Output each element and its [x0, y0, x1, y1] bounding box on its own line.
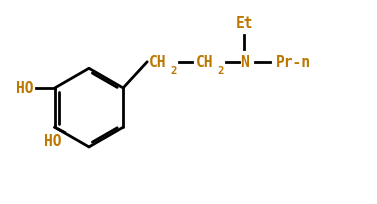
Text: CH: CH: [196, 55, 213, 70]
Text: CH: CH: [149, 55, 167, 70]
Text: 2: 2: [171, 66, 177, 75]
Text: HO: HO: [44, 133, 61, 148]
Text: Pr-n: Pr-n: [276, 55, 311, 70]
Text: Et: Et: [235, 16, 253, 31]
Text: N: N: [240, 55, 248, 70]
Text: HO: HO: [16, 81, 33, 96]
Text: 2: 2: [218, 66, 224, 75]
